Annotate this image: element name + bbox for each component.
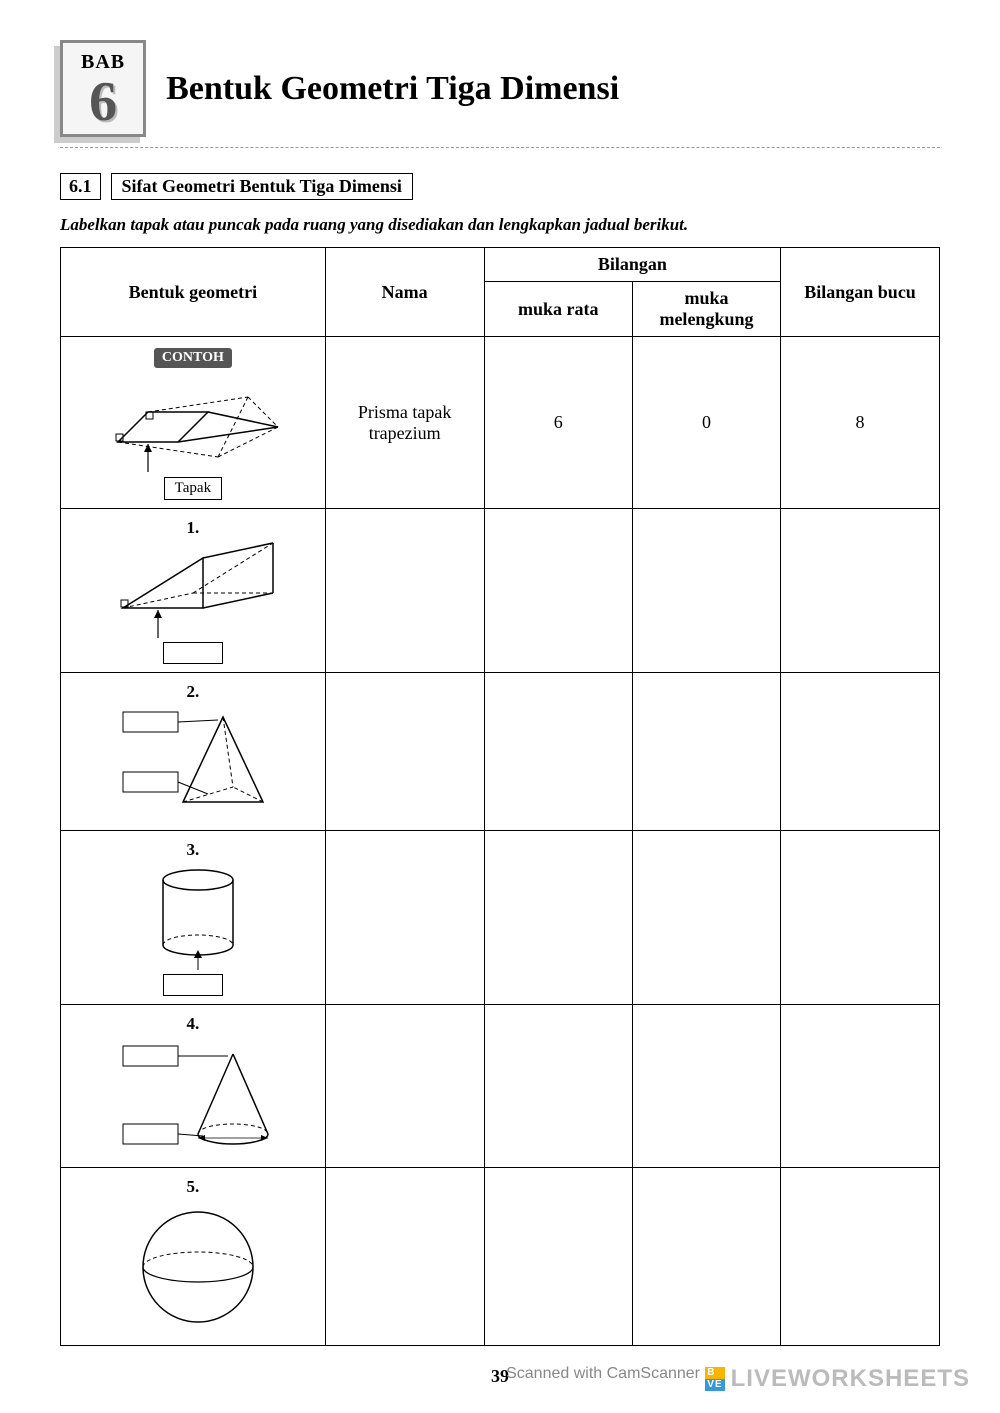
bab-number: 6 — [81, 74, 125, 130]
answer-curved-4[interactable] — [632, 1005, 780, 1168]
sphere-icon — [103, 1197, 283, 1337]
answer-flat-2[interactable] — [484, 673, 632, 831]
shape-cell-1: 1. — [61, 509, 326, 673]
header-flat: muka rata — [484, 282, 632, 337]
table-row: 1. — [61, 509, 940, 673]
answer-curved-5[interactable] — [632, 1168, 780, 1346]
answer-name-4[interactable] — [325, 1005, 484, 1168]
header-curved: muka melengkung — [632, 282, 780, 337]
pyramid-icon — [93, 702, 293, 822]
row-number: 4. — [187, 1014, 200, 1033]
answer-vertices-3[interactable] — [781, 831, 940, 1005]
answer-box[interactable] — [123, 1046, 178, 1066]
example-flat: 6 — [484, 337, 632, 509]
header-vertices: Bilangan bucu — [781, 248, 940, 337]
answer-name-3[interactable] — [325, 831, 484, 1005]
cone-icon — [93, 1034, 293, 1159]
answer-box[interactable] — [163, 642, 223, 664]
liveworksheets-logo-icon: BVE — [705, 1367, 724, 1391]
chapter-title: Bentuk Geometri Tiga Dimensi — [166, 70, 619, 108]
table-row: 2. — [61, 673, 940, 831]
header-name: Nama — [325, 248, 484, 337]
row-number: 1. — [187, 518, 200, 537]
shape-cell-example: CONTOH — [61, 337, 326, 509]
worksheet-page: BAB 6 Bentuk Geometri Tiga Dimensi 6.1 S… — [0, 0, 1000, 1387]
example-vertices: 8 — [781, 337, 940, 509]
answer-name-5[interactable] — [325, 1168, 484, 1346]
shape-cell-2: 2. — [61, 673, 326, 831]
answer-flat-1[interactable] — [484, 509, 632, 673]
answer-box[interactable] — [123, 712, 178, 732]
row-number: 3. — [187, 840, 200, 859]
geometry-table: Bentuk geometri Nama Bilangan Bilangan b… — [60, 247, 940, 1346]
chapter-header: BAB 6 Bentuk Geometri Tiga Dimensi — [60, 40, 940, 148]
section-number: 6.1 — [60, 173, 101, 200]
section-heading: 6.1 Sifat Geometri Bentuk Tiga Dimensi — [60, 173, 940, 200]
answer-name-1[interactable] — [325, 509, 484, 673]
answer-name-2[interactable] — [325, 673, 484, 831]
table-row-example: CONTOH — [61, 337, 940, 509]
answer-curved-3[interactable] — [632, 831, 780, 1005]
row-number: 5. — [187, 1177, 200, 1196]
shape-cell-4: 4. — [61, 1005, 326, 1168]
example-curved: 0 — [632, 337, 780, 509]
answer-box[interactable] — [123, 772, 178, 792]
answer-box[interactable] — [163, 974, 223, 996]
answer-flat-4[interactable] — [484, 1005, 632, 1168]
answer-flat-3[interactable] — [484, 831, 632, 1005]
contoh-badge: CONTOH — [154, 348, 232, 368]
chapter-badge: BAB 6 — [60, 40, 146, 137]
answer-vertices-5[interactable] — [781, 1168, 940, 1346]
table-row: 3. — [61, 831, 940, 1005]
cylinder-icon — [103, 860, 283, 980]
answer-vertices-2[interactable] — [781, 673, 940, 831]
shape-cell-5: 5. — [61, 1168, 326, 1346]
answer-vertices-4[interactable] — [781, 1005, 940, 1168]
trapezium-prism-icon — [88, 372, 298, 482]
table-row: 4. — [61, 1005, 940, 1168]
instruction-text: Labelkan tapak atau puncak pada ruang ya… — [60, 215, 940, 235]
triangular-prism-icon — [93, 538, 293, 648]
answer-box[interactable] — [123, 1124, 178, 1144]
watermark-text: LIVEWORKSHEETS — [731, 1365, 970, 1393]
table-row: 5. — [61, 1168, 940, 1346]
answer-curved-1[interactable] — [632, 509, 780, 673]
shape-cell-3: 3. — [61, 831, 326, 1005]
answer-flat-5[interactable] — [484, 1168, 632, 1346]
answer-vertices-1[interactable] — [781, 509, 940, 673]
header-shape: Bentuk geometri — [61, 248, 326, 337]
liveworksheets-watermark: BVE LIVEWORKSHEETS — [705, 1365, 970, 1393]
scanned-caption: Scanned with CamScanner — [506, 1365, 700, 1383]
answer-curved-2[interactable] — [632, 673, 780, 831]
header-bilangan: Bilangan — [484, 248, 781, 282]
example-name: Prisma tapak trapezium — [325, 337, 484, 509]
section-title: Sifat Geometri Bentuk Tiga Dimensi — [111, 173, 413, 200]
tapak-label: Tapak — [164, 477, 222, 500]
row-number: 2. — [187, 682, 200, 701]
